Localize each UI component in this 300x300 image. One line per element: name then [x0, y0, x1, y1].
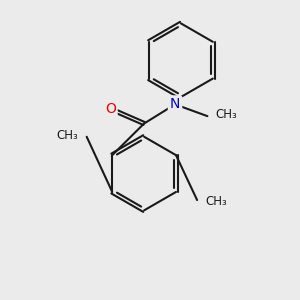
Text: N: N [170, 98, 180, 111]
Text: CH₃: CH₃ [57, 129, 79, 142]
Text: O: O [105, 102, 116, 116]
Text: CH₃: CH₃ [216, 108, 237, 121]
Text: CH₃: CH₃ [206, 195, 227, 208]
